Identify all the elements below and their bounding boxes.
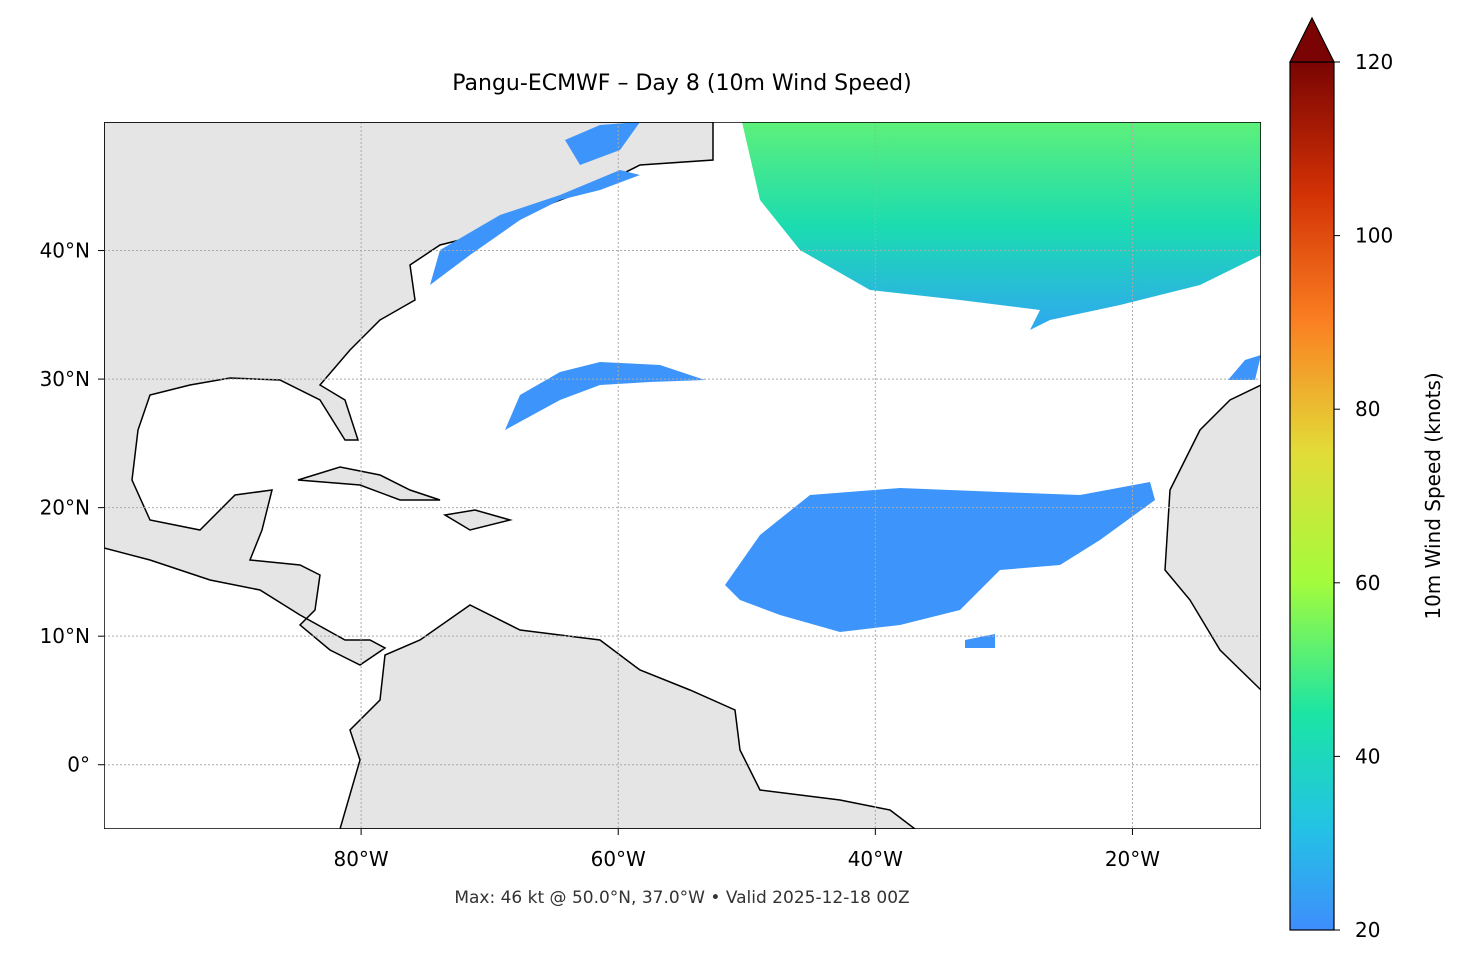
wind-field-trades: [725, 482, 1155, 632]
colorbar-tick-label: 40: [1355, 744, 1380, 768]
footer: Max: 46 kt @ 50.0°N, 37.0°W • Valid 2025…: [454, 888, 909, 908]
y-tick-label: 10°N: [40, 624, 90, 648]
colorbar-fill: [1289, 61, 1335, 931]
colorbar-tick-label: 120: [1355, 50, 1393, 74]
hispaniola: [442, 509, 513, 531]
wind-field-canada: [430, 170, 640, 285]
y-tick-label: 40°N: [40, 239, 90, 263]
colorbar: 20 40 60 80 100 120 10m Wind Speed (knots): [1289, 16, 1445, 942]
wind-field-small: [965, 634, 995, 648]
wind-field-north: [742, 122, 1261, 330]
x-tick-label: 40°W: [848, 847, 903, 871]
colorbar-tick-label: 20: [1355, 918, 1380, 942]
y-tick-label: 20°N: [40, 496, 90, 520]
map-area: [104, 122, 1261, 829]
x-tick-label: 60°W: [591, 847, 646, 871]
y-tick-label: 30°N: [40, 367, 90, 391]
y-tick-label: 0°: [67, 753, 90, 777]
colorbar-tick-label: 60: [1355, 571, 1380, 595]
wind-field-subtropic: [505, 362, 705, 430]
cuba: [297, 466, 441, 501]
wind-field-newfoundland: [565, 122, 640, 165]
title: Pangu-ECMWF – Day 8 (10m Wind Speed): [452, 71, 911, 96]
colorbar-extend: [1289, 16, 1335, 63]
colorbar-tick-label: 100: [1355, 224, 1393, 248]
south-america: [339, 604, 917, 829]
x-tick-label: 20°W: [1105, 847, 1160, 871]
africa: [1164, 384, 1261, 692]
colorbar-tick-label: 80: [1355, 397, 1380, 421]
wind-field-east: [1228, 355, 1261, 380]
colorbar-label: 10m Wind Speed (knots): [1421, 372, 1445, 619]
x-tick-label: 80°W: [333, 847, 388, 871]
